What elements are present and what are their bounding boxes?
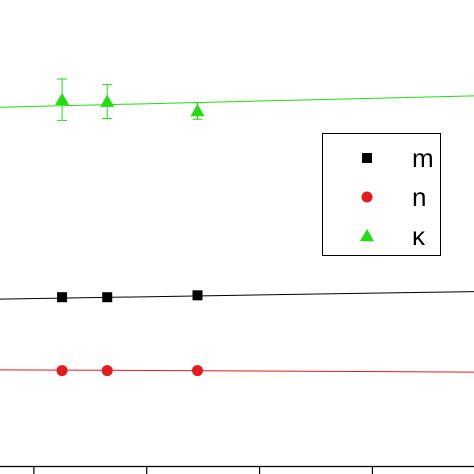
legend-item: m <box>362 143 434 173</box>
series-3-data-point <box>100 94 115 107</box>
series-3-fit-line <box>0 95 474 108</box>
series-2-data-point <box>56 365 68 377</box>
series-1-fit-line <box>0 291 474 300</box>
series-1-data-point <box>102 292 113 303</box>
x-ticks <box>33 466 374 474</box>
legend-item: n <box>361 182 426 212</box>
series-2-data-point <box>192 365 203 377</box>
fit-lines <box>0 95 474 373</box>
triangle-marker-icon <box>360 229 374 242</box>
error-bars <box>57 78 203 121</box>
data-points <box>55 92 205 377</box>
series-2-fit-line <box>0 369 474 373</box>
legend-items: mnκ <box>360 143 434 251</box>
circle-marker-icon <box>361 191 373 203</box>
axes <box>0 465 474 474</box>
square-marker-icon <box>362 153 372 163</box>
series-3-data-point <box>55 92 70 105</box>
legend: mnκ <box>322 133 441 256</box>
series-1-data-point <box>57 292 68 303</box>
legend-label: m <box>412 143 434 173</box>
legend-label: κ <box>412 221 426 251</box>
series-1-data-point <box>192 290 203 301</box>
legend-label: n <box>412 182 426 212</box>
legend-box <box>322 133 441 256</box>
series-3-data-point <box>190 103 205 117</box>
series-2-data-point <box>101 365 113 377</box>
legend-item: κ <box>360 221 426 251</box>
